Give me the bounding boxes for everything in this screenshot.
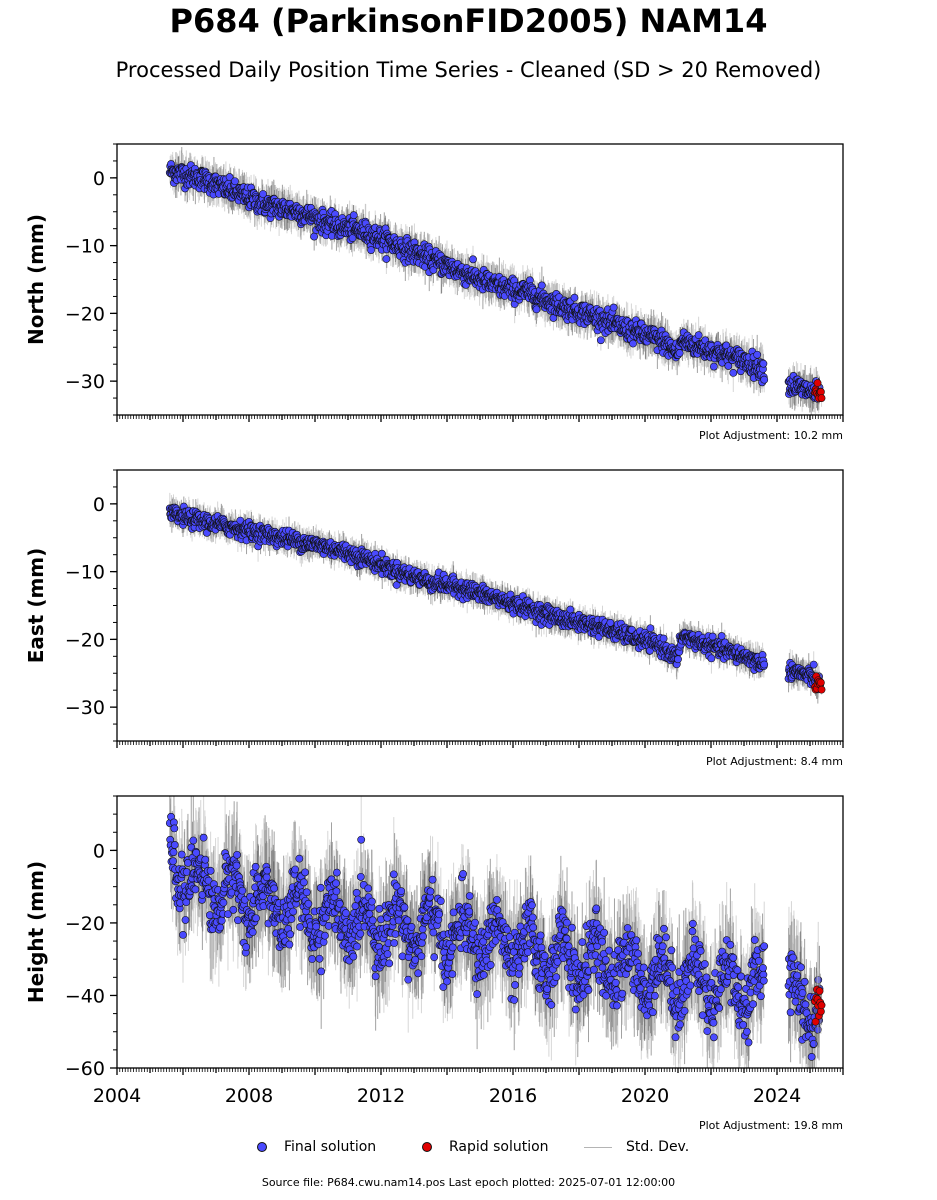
y-tick-label: −20 — [65, 303, 105, 325]
data-point — [724, 362, 733, 370]
data-point — [675, 349, 684, 357]
data-point — [759, 359, 768, 368]
plot-adjustment-note: Plot Adjustment: 10.2 mm — [699, 429, 843, 442]
chart-subtitle: Processed Daily Position Time Series - C… — [115, 58, 822, 82]
panel-0: 0 −10 −20 −30 North (mm) Plot Adjustment: 10.… — [24, 143, 844, 442]
data-point — [259, 190, 267, 198]
y-axis-label: North (mm) — [24, 214, 48, 345]
data-point — [537, 281, 546, 290]
data-point — [760, 375, 769, 384]
data-point — [382, 255, 391, 263]
data-point — [629, 339, 637, 348]
data-point — [349, 211, 358, 220]
data-point — [709, 362, 718, 371]
data-point — [729, 368, 738, 377]
markers-rapid — [811, 379, 826, 403]
data-point — [469, 255, 477, 264]
y-tick-label: 0 — [93, 168, 105, 190]
data-point — [532, 305, 541, 314]
markers-final — [165, 502, 824, 694]
data-point — [225, 173, 234, 181]
data-point — [231, 177, 239, 186]
data-point — [813, 379, 822, 387]
data-point — [310, 232, 319, 241]
data-point — [596, 336, 605, 345]
data-point — [367, 246, 375, 254]
data-point — [753, 350, 762, 359]
y-tick-label: −30 — [65, 371, 105, 393]
chart-title: P684 (ParkinsonFID2005) NAM14 — [169, 2, 768, 40]
data-point — [694, 331, 703, 340]
y-tick-label: −10 — [65, 236, 105, 258]
data-point — [817, 394, 826, 402]
data-point — [609, 303, 618, 312]
data-point — [570, 293, 579, 302]
markers-final — [165, 160, 824, 403]
